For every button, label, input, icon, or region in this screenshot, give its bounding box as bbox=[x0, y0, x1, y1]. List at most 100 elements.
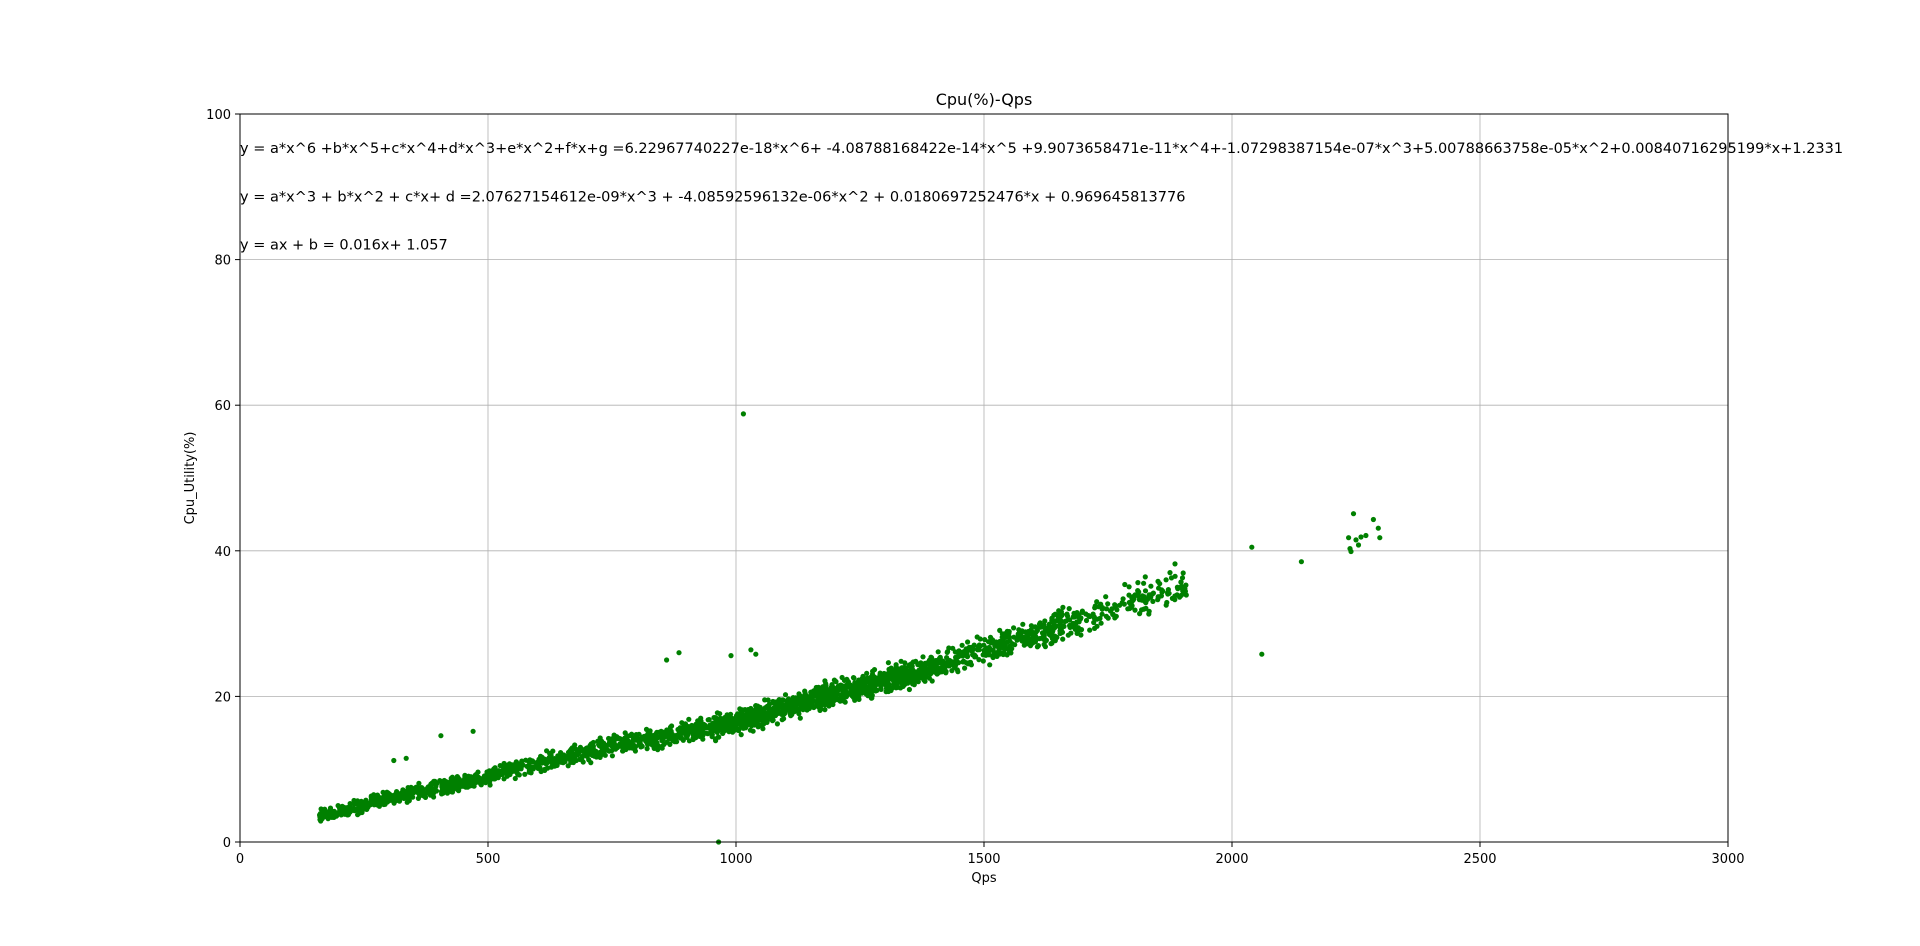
data-point bbox=[1092, 605, 1098, 611]
y-tick-label: 80 bbox=[214, 254, 231, 269]
data-point bbox=[463, 774, 469, 780]
data-point bbox=[1103, 594, 1109, 600]
data-point bbox=[713, 738, 719, 744]
data-point bbox=[872, 683, 878, 689]
y-axis-label: Cpu_Utility(%) bbox=[183, 432, 198, 525]
data-point bbox=[583, 753, 589, 759]
data-point bbox=[740, 411, 747, 417]
x-tick-label: 2500 bbox=[1463, 852, 1496, 867]
data-point bbox=[620, 739, 627, 745]
data-point bbox=[677, 726, 683, 733]
data-point bbox=[927, 671, 934, 677]
data-point bbox=[1137, 611, 1143, 617]
data-point bbox=[910, 659, 916, 665]
y-tick-label: 20 bbox=[214, 690, 231, 705]
data-point bbox=[815, 684, 822, 690]
data-point bbox=[950, 659, 956, 665]
data-point bbox=[320, 808, 326, 814]
x-tick-label: 1000 bbox=[719, 852, 752, 867]
data-point bbox=[504, 762, 510, 769]
data-point bbox=[802, 688, 808, 694]
data-point bbox=[1007, 638, 1013, 644]
data-point bbox=[776, 710, 782, 716]
data-point bbox=[1020, 621, 1026, 627]
data-point bbox=[572, 742, 578, 748]
data-point bbox=[1068, 630, 1074, 636]
data-point bbox=[909, 663, 915, 669]
data-point bbox=[567, 751, 573, 757]
data-point bbox=[1135, 593, 1141, 599]
data-point bbox=[1135, 580, 1141, 586]
data-point bbox=[642, 735, 649, 741]
data-point bbox=[1066, 606, 1072, 612]
data-point bbox=[1064, 611, 1070, 617]
data-point bbox=[864, 670, 870, 676]
data-point bbox=[1103, 613, 1109, 620]
data-point bbox=[597, 754, 603, 761]
data-point bbox=[871, 667, 878, 673]
data-point bbox=[748, 722, 754, 728]
data-point bbox=[1120, 596, 1126, 602]
data-point bbox=[915, 661, 921, 667]
data-point bbox=[1050, 624, 1056, 630]
data-point bbox=[1001, 633, 1008, 639]
x-tick-label: 0 bbox=[236, 852, 244, 867]
data-point bbox=[473, 771, 479, 778]
fit-annotation-poly6: y = a*x^6 +b*x^5+c*x^4+d*x^3+e*x^2+f*x+g… bbox=[240, 141, 1843, 157]
data-point bbox=[826, 703, 832, 709]
data-point bbox=[684, 733, 690, 740]
data-point bbox=[593, 752, 599, 758]
data-point bbox=[417, 791, 423, 797]
data-point bbox=[464, 781, 470, 788]
data-point bbox=[758, 716, 764, 722]
data-point bbox=[869, 688, 875, 694]
data-point bbox=[959, 642, 965, 648]
data-point bbox=[1126, 584, 1132, 590]
y-tick-label: 60 bbox=[214, 399, 231, 414]
data-point bbox=[1122, 581, 1128, 588]
data-point bbox=[869, 695, 875, 701]
data-point bbox=[1070, 614, 1076, 620]
data-point bbox=[633, 732, 639, 738]
data-point bbox=[338, 807, 344, 814]
data-point bbox=[929, 678, 935, 684]
data-point bbox=[543, 761, 549, 767]
data-point bbox=[1057, 630, 1063, 637]
data-point bbox=[950, 645, 956, 651]
data-point bbox=[588, 760, 594, 766]
data-point bbox=[497, 763, 503, 769]
data-point bbox=[664, 657, 670, 663]
data-point bbox=[943, 670, 949, 676]
data-point bbox=[1126, 599, 1132, 606]
data-point bbox=[481, 778, 487, 784]
data-point bbox=[1076, 615, 1083, 621]
data-point bbox=[659, 745, 665, 751]
data-point bbox=[901, 666, 907, 672]
data-point bbox=[845, 679, 852, 685]
x-tick-label: 500 bbox=[476, 852, 501, 867]
data-point bbox=[487, 782, 493, 788]
data-point bbox=[1099, 605, 1106, 611]
data-point bbox=[1159, 589, 1165, 595]
data-point bbox=[920, 654, 926, 660]
data-point bbox=[676, 650, 682, 656]
data-point bbox=[753, 703, 759, 709]
data-point bbox=[734, 719, 741, 725]
data-point bbox=[877, 672, 883, 678]
data-point bbox=[1355, 542, 1362, 548]
data-point bbox=[544, 748, 550, 754]
data-point bbox=[1091, 619, 1097, 626]
data-point bbox=[415, 795, 421, 802]
data-point bbox=[512, 775, 518, 782]
data-point bbox=[1075, 625, 1081, 631]
data-point bbox=[1142, 574, 1148, 580]
data-point bbox=[376, 801, 382, 808]
data-point bbox=[628, 741, 635, 747]
data-point bbox=[431, 794, 437, 800]
data-point bbox=[738, 732, 744, 738]
data-point bbox=[450, 778, 456, 784]
data-point bbox=[1025, 629, 1031, 635]
data-point bbox=[424, 785, 431, 791]
data-point bbox=[728, 715, 734, 721]
